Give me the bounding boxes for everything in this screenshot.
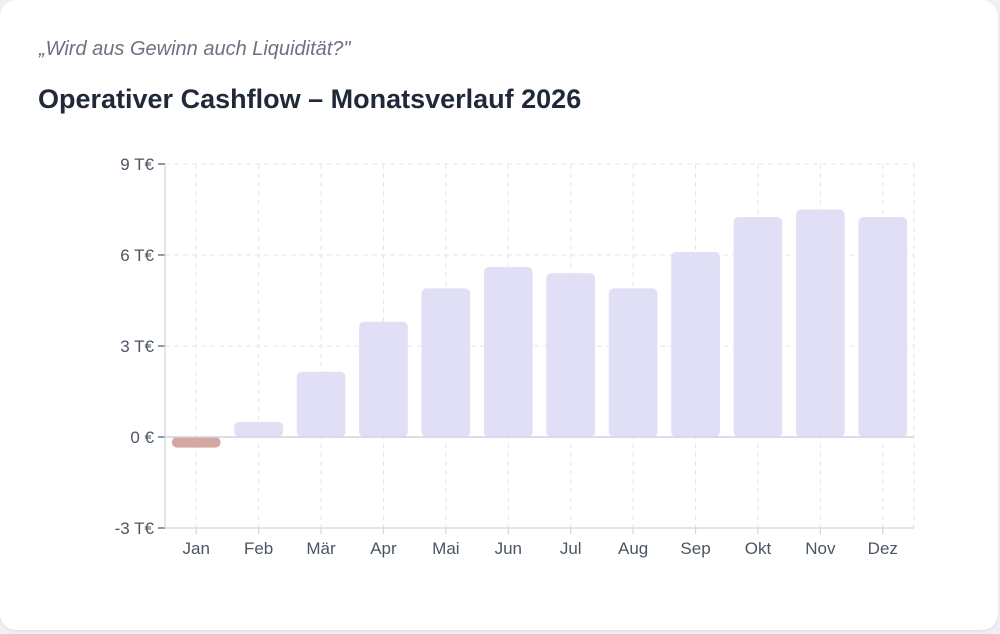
x-tick-label: Dez bbox=[868, 539, 898, 558]
bar-mär bbox=[296, 371, 346, 437]
y-tick-label: 3 T€ bbox=[120, 337, 154, 356]
x-tick-label: Jan bbox=[182, 539, 209, 558]
bar-dez bbox=[858, 217, 908, 437]
x-tick-label: Jul bbox=[560, 539, 582, 558]
x-tick-label: Mai bbox=[432, 539, 459, 558]
bar-sep bbox=[671, 251, 720, 437]
bar-jul bbox=[546, 273, 596, 437]
x-tick-label: Nov bbox=[805, 539, 836, 558]
chart-subtitle: „Wird aus Gewinn auch Liquidität?" bbox=[39, 38, 351, 60]
x-tick-label: Mär bbox=[306, 539, 336, 558]
bar-nov bbox=[796, 209, 845, 437]
bar-okt bbox=[733, 217, 783, 437]
x-tick-label: Aug bbox=[618, 539, 648, 558]
bar-jan bbox=[171, 437, 221, 448]
chart-title: Operativer Cashflow – Monatsverlauf 2026 bbox=[38, 84, 582, 114]
bar-apr bbox=[359, 321, 408, 437]
bar-mai bbox=[421, 288, 471, 437]
bar-jun bbox=[483, 267, 533, 437]
x-tick-label: Okt bbox=[745, 539, 772, 558]
x-tick-label: Feb bbox=[244, 539, 273, 558]
y-tick-label: -3 T€ bbox=[115, 519, 155, 538]
bar-aug bbox=[608, 288, 658, 437]
y-tick-label: 9 T€ bbox=[120, 155, 154, 174]
x-tick-label: Apr bbox=[370, 539, 397, 558]
y-tick-label: 6 T€ bbox=[120, 246, 154, 265]
x-tick-label: Sep bbox=[680, 539, 710, 558]
y-tick-label: 0 € bbox=[130, 428, 154, 447]
bar-feb bbox=[234, 421, 283, 437]
x-tick-label: Jun bbox=[495, 539, 522, 558]
